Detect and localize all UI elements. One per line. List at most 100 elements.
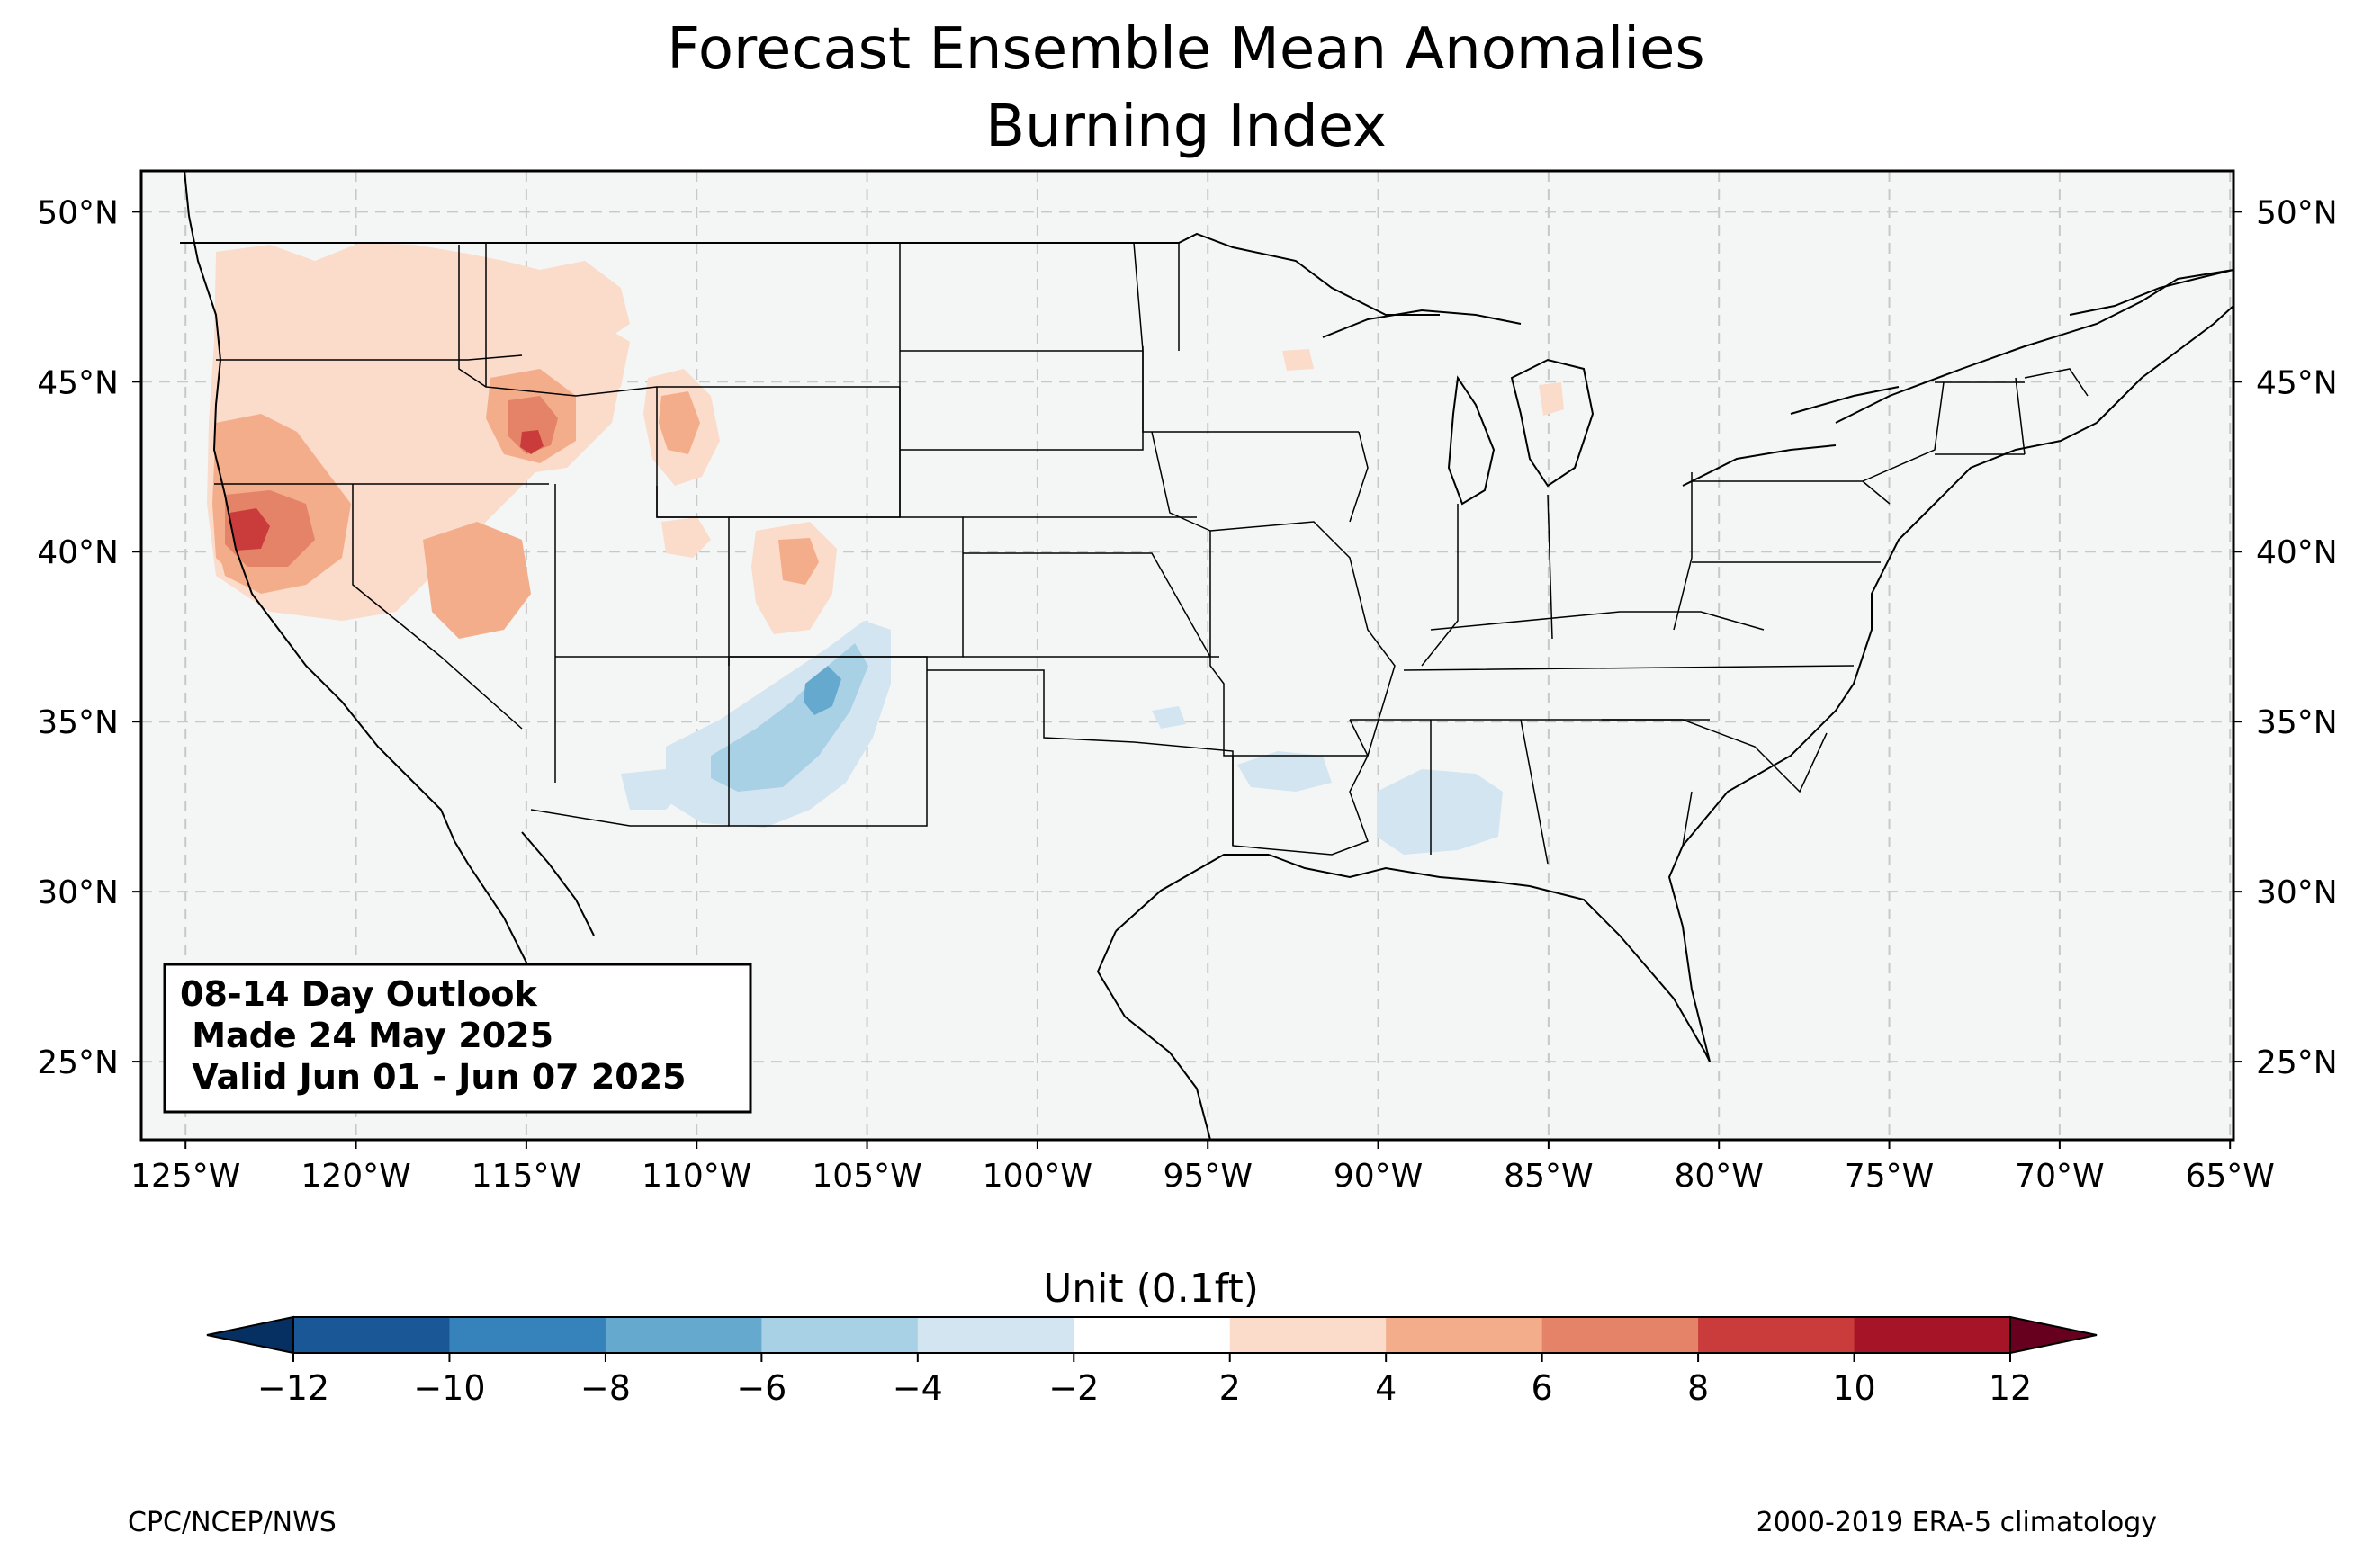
colorbar-tick-label: 12 [1989, 1368, 2032, 1408]
map-title: Forecast Ensemble Mean Anomalies [667, 16, 1704, 83]
outlook-box: 08-14 Day Outlook Made 24 May 2025 Valid… [163, 963, 752, 1114]
state-border-ms-al [1349, 719, 1710, 865]
state-border-ky-tn [1403, 611, 1855, 671]
great-lakes [1322, 309, 1900, 506]
tick-label-lon: 65°W [2186, 1158, 2275, 1195]
colorbar-tick-label: 4 [1375, 1368, 1397, 1408]
colorbar-tick-label: 10 [1832, 1368, 1875, 1408]
gulf-of-california-coast [521, 831, 595, 936]
colorbar-tick-label: 2 [1219, 1368, 1241, 1408]
map-frame [139, 169, 2235, 1142]
anomaly-area-colorado-mid [778, 538, 819, 585]
state-border-mt-wy [485, 243, 900, 397]
colorbar-body: −12 −10 −8 −6 −4 −2 2 4 6 8 10 12 [206, 1315, 2098, 1408]
state-border-nc-sc-ga [1602, 719, 1828, 847]
axis-ticks: 125°W 120°W 115°W 110°W 105°W 100°W 95°W 90°W 85… [37, 194, 2338, 1195]
state-borders [214, 242, 2089, 865]
outlook-valid-dates: Valid Jun 01 - Jun 07 2025 [180, 1057, 687, 1097]
pacific-coastline [184, 171, 455, 842]
tick-label-lon: 125°W [130, 1158, 240, 1195]
tick-label-lon: 80°W [1675, 1158, 1764, 1195]
tick-label-lon: 90°W [1334, 1158, 1423, 1195]
anomaly-area-texas [1152, 706, 1186, 729]
colorbar: Unit (0.1ft) −12 −10 −8 −6 −4 −2 2 4 6 8 10 12 [206, 1266, 2098, 1408]
anomaly-area-wyoming-mid [659, 391, 700, 454]
tick-label-lat-right: 40°N [2256, 534, 2338, 571]
state-border-az-south [530, 809, 729, 827]
anomaly-area-idaho-core [508, 396, 558, 454]
colorbar-outline [292, 1316, 2011, 1354]
state-border-mo-ar [1209, 521, 1396, 757]
colorbar-swatch [917, 1317, 1074, 1353]
tick-label-lat-right: 25°N [2256, 1044, 2338, 1081]
anomaly-area-deep-south [1377, 769, 1503, 855]
anomaly-area-montana [540, 261, 630, 342]
colorbar-tick-label: −6 [736, 1368, 786, 1408]
tick-label-lat-left: 35°N [37, 704, 119, 741]
anomaly-area-nevada [423, 522, 531, 639]
colorbar-swatch [605, 1317, 762, 1353]
map-panel: 08-14 Day Outlook Made 24 May 2025 Valid… [37, 169, 2338, 1195]
tick-label-lat-left: 45°N [37, 364, 119, 401]
new-england-coast [2096, 305, 2233, 424]
state-border-az-nm [555, 656, 928, 827]
state-border-ca-nv [352, 484, 523, 730]
state-border-la-ms [1232, 755, 1369, 856]
anomaly-fills [207, 243, 1564, 855]
colorbar-tick-label: 8 [1687, 1368, 1709, 1408]
anomaly-area-utah [661, 517, 711, 558]
colorbar-tick-label: −10 [413, 1368, 485, 1408]
anomaly-area-norcal-max [229, 508, 270, 551]
footer-climatology: 2000-2019 ERA-5 climatology [1757, 1507, 2157, 1538]
tick-label-lat-right: 30°N [2256, 874, 2338, 911]
outlook-period: 08-14 Day Outlook [180, 974, 538, 1014]
coastlines [180, 171, 2233, 1140]
florida-coast [1529, 845, 1711, 1062]
anomaly-area-newmexico-core [804, 666, 841, 715]
outlook-made-date: Made 24 May 2025 [180, 1016, 553, 1055]
colorbar-swatch [449, 1317, 606, 1353]
state-border-ne-ks [963, 516, 1219, 658]
tick-label-lat-left: 50°N [37, 194, 119, 231]
tick-label-lon: 85°W [1504, 1158, 1593, 1195]
colorbar-tick-label: −4 [893, 1368, 943, 1408]
colorbar-swatch [761, 1317, 919, 1353]
canada-border-north [180, 232, 2233, 424]
anomaly-area-gulf [1237, 751, 1332, 792]
colorbar-swatch [1386, 1317, 1543, 1353]
colorbar-extend-high [2009, 1315, 2098, 1355]
tick-label-lat-left: 25°N [37, 1044, 119, 1081]
colorbar-swatch [293, 1317, 450, 1353]
tick-label-lon: 105°W [812, 1158, 921, 1195]
tick-label-lon: 110°W [642, 1158, 751, 1195]
colorbar-swatch [1854, 1317, 2011, 1353]
tick-label-lat-right: 45°N [2256, 364, 2338, 401]
state-border-mn-ia [1142, 243, 1369, 532]
colorbar-tick-label: −8 [580, 1368, 631, 1408]
mexico-gulf-coast [1096, 930, 1211, 1140]
tick-label-lat-right: 35°N [2256, 704, 2338, 741]
colorbar-swatch [1229, 1317, 1387, 1353]
state-border-ne [1935, 368, 2089, 455]
colorbar-extend-low [206, 1315, 294, 1355]
colorbar-swatch [1698, 1317, 1855, 1353]
colorbar-label: Unit (0.1ft) [1043, 1266, 1259, 1312]
louisiana-coast [1268, 854, 1531, 887]
state-border-id-w [458, 245, 487, 388]
anomaly-area-michigan [1539, 382, 1564, 416]
tick-label-lon: 100°W [983, 1158, 1092, 1195]
canada-east-coast [2069, 269, 2233, 316]
map-subtitle: Burning Index [985, 94, 1387, 160]
texas-gulf-coast [1115, 854, 1269, 932]
tick-label-lat-right: 50°N [2256, 194, 2338, 231]
footer-source: CPC/NCEP/NWS [128, 1507, 337, 1538]
state-border-il-in-oh [1421, 472, 1693, 667]
tick-label-lon: 120°W [301, 1158, 410, 1195]
colorbar-swatch [1074, 1317, 1231, 1353]
colorbar-tick-label: −12 [257, 1368, 329, 1408]
tick-label-lat-left: 30°N [37, 874, 119, 911]
state-border-wa-or [216, 354, 523, 361]
atlantic-coast [1682, 422, 2098, 847]
tick-label-lon: 75°W [1845, 1158, 1934, 1195]
